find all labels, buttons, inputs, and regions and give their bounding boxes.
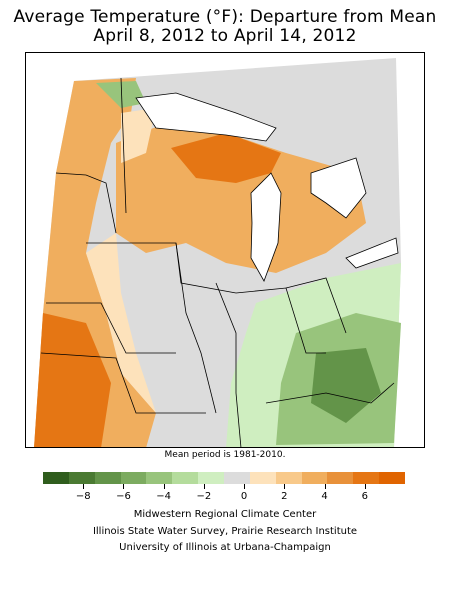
warm-zone-minnesota-light <box>121 108 156 163</box>
legend-swatch <box>275 472 302 484</box>
legend-tick <box>83 484 85 489</box>
cool-zone-northwest <box>96 81 146 108</box>
legend-tick-label: 6 <box>361 491 368 502</box>
credit-isws: Illinois State Water Survey, Prairie Res… <box>92 526 358 537</box>
credit-uiuc: University of Illinois at Urbana-Champai… <box>119 542 331 553</box>
lake-michigan <box>250 172 282 282</box>
lake-huron <box>310 157 367 219</box>
border-line <box>55 172 117 234</box>
legend-tick-label: −6 <box>116 491 131 502</box>
legend-tick-label: 4 <box>321 491 328 502</box>
border-line <box>285 277 347 334</box>
legend-swatch <box>146 472 173 484</box>
legend-swatch <box>120 472 147 484</box>
lake-superior <box>135 92 277 142</box>
border-line <box>40 352 206 414</box>
legend-tick-label: 2 <box>281 491 288 502</box>
legend-swatch <box>172 472 199 484</box>
temperature-map <box>34 58 401 447</box>
legend-tick-label: 0 <box>240 491 248 502</box>
warm-zone-north <box>116 123 366 273</box>
border-line <box>235 287 326 354</box>
legend-swatch <box>249 472 276 484</box>
map-frame <box>25 52 425 448</box>
legend-tick <box>203 484 205 489</box>
lake-erie <box>345 237 399 269</box>
mean-period-note: Mean period is 1981-2010. <box>164 450 286 460</box>
map-title-line1: Average Temperature (°F): Departure from… <box>13 7 437 27</box>
cool-zone-east-strong <box>311 348 381 423</box>
legend-tick <box>244 484 246 489</box>
legend-swatch <box>94 472 121 484</box>
border-line <box>46 302 176 354</box>
legend-swatch <box>43 472 69 484</box>
warm-zone-north-strong <box>171 133 281 183</box>
border-line <box>265 382 395 404</box>
legend-tick <box>284 484 286 489</box>
map-title-line2: April 8, 2012 to April 14, 2012 <box>93 26 357 46</box>
legend-swatch <box>379 472 406 484</box>
legend-swatch <box>353 472 380 484</box>
color-legend <box>43 472 406 484</box>
legend-tick-label: −2 <box>196 491 212 502</box>
legend-swatch <box>301 472 328 484</box>
legend-tick <box>163 484 165 489</box>
legend-tick <box>123 484 125 489</box>
legend-swatch <box>198 472 225 484</box>
border-line <box>175 242 217 414</box>
legend-tick <box>364 484 366 489</box>
warm-zone-southwest-strong <box>34 313 111 447</box>
state-borders <box>40 77 395 447</box>
legend-tick-label: −8 <box>75 491 91 502</box>
border-line <box>120 77 127 214</box>
legend-ticks <box>43 484 405 490</box>
legend-tick-label: −4 <box>156 491 172 502</box>
warm-zone-west-light <box>86 233 156 413</box>
border-line <box>215 282 242 447</box>
legend-swatch <box>224 472 250 484</box>
legend-tick <box>324 484 326 489</box>
legend-swatch <box>327 472 354 484</box>
legend-swatch <box>68 472 95 484</box>
credit-mrcc: Midwestern Regional Climate Center <box>133 509 317 520</box>
